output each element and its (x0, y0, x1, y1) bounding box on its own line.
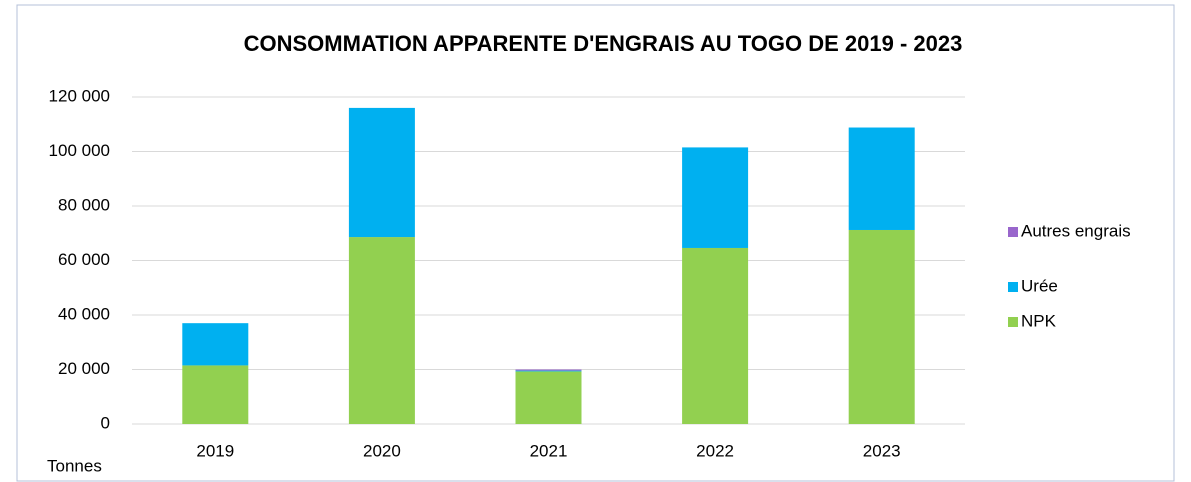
y-tick-label: 40 000 (58, 304, 110, 323)
y-tick-label: 100 000 (49, 141, 110, 160)
bar-segment (848, 127, 915, 230)
y-tick-label: 120 000 (49, 86, 110, 105)
chart-border (16, 4, 1175, 482)
x-tick-label: 2019 (196, 441, 234, 460)
y-tick-label: 0 (101, 413, 110, 432)
y-tick-label: 20 000 (58, 359, 110, 378)
bar-segment (348, 107, 415, 238)
legend-swatch (1008, 282, 1018, 292)
y-axis-label: Tonnes (47, 456, 102, 475)
legend-label: Urée (1021, 276, 1058, 295)
legend-label: Autres engrais (1021, 221, 1131, 240)
y-tick-label: 80 000 (58, 195, 110, 214)
bar-segment (515, 371, 582, 424)
bar-segment (348, 237, 415, 424)
x-tick-label: 2021 (530, 441, 568, 460)
x-tick-label: 2022 (696, 441, 734, 460)
x-tick-label: 2020 (363, 441, 401, 460)
y-tick-label: 60 000 (58, 250, 110, 269)
x-tick-label: 2023 (863, 441, 901, 460)
bar-segment (182, 323, 249, 366)
legend-swatch (1008, 317, 1018, 327)
legend-swatch (1008, 227, 1018, 237)
bar-segment (682, 147, 749, 248)
bar-segment (515, 369, 582, 371)
bar-segment (182, 365, 249, 424)
bar-segment (682, 247, 749, 424)
legend-label: NPK (1021, 311, 1057, 330)
bar-segment (848, 229, 915, 424)
bar-segment (515, 370, 582, 372)
chart-title: CONSOMMATION APPARENTE D'ENGRAIS AU TOGO… (244, 31, 963, 56)
